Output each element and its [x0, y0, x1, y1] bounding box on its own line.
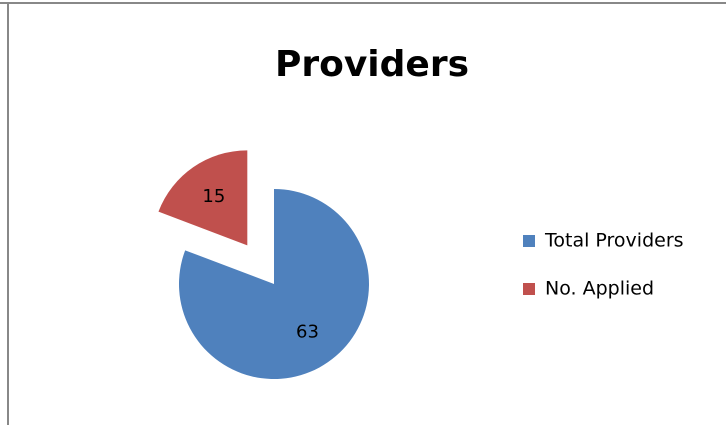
legend-label: No. Applied	[545, 278, 654, 300]
legend-swatch	[523, 283, 535, 295]
data-label: 15	[202, 186, 225, 207]
legend-swatch	[523, 235, 535, 247]
chart-title: Providers	[275, 44, 469, 85]
legend-label: Total Providers	[544, 230, 684, 252]
pie-slice	[158, 150, 248, 246]
pie-slice	[179, 189, 369, 380]
data-label: 63	[296, 321, 319, 342]
